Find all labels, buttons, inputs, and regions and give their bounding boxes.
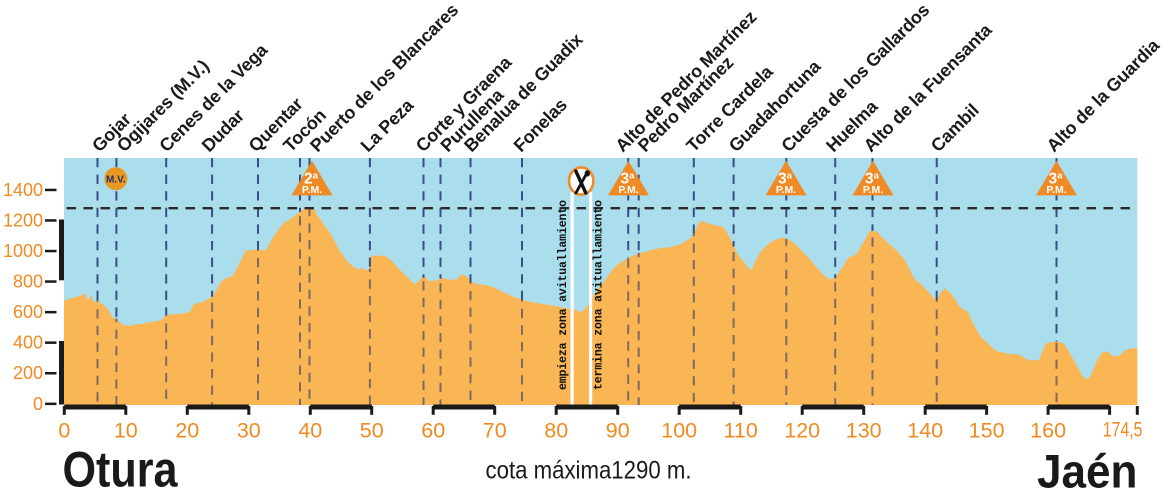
svg-text:1200: 1200 [3,211,43,231]
svg-text:1000: 1000 [3,241,43,261]
svg-text:80: 80 [544,419,568,443]
svg-text:1400: 1400 [3,180,43,200]
svg-text:140: 140 [907,419,943,443]
svg-text:120: 120 [784,419,820,443]
svg-text:0: 0 [58,419,70,443]
svg-text:100: 100 [661,419,697,443]
svg-text:10: 10 [114,419,138,443]
svg-text:termina zona avituallamiento: termina zona avituallamiento [593,200,606,390]
svg-text:150: 150 [969,419,1005,443]
svg-text:174,5: 174,5 [1103,418,1143,442]
svg-text:0: 0 [33,394,43,414]
svg-text:30: 30 [237,419,261,443]
svg-text:60: 60 [421,419,445,443]
svg-text:90: 90 [606,419,630,443]
svg-text:40: 40 [298,419,322,443]
svg-text:600: 600 [13,302,43,322]
svg-text:50: 50 [360,419,384,443]
svg-text:Alto de la Guardia: Alto de la Guardia [1043,34,1164,155]
svg-text:P.M.: P.M. [302,184,322,196]
svg-text:cota máxima1290 m.: cota máxima1290 m. [486,457,692,485]
svg-text:110: 110 [724,419,758,443]
svg-text:empieza zona avituallamiento: empieza zona avituallamiento [557,200,570,390]
svg-text:800: 800 [13,272,43,292]
svg-text:Cambil: Cambil [927,100,983,156]
svg-text:M.V.: M.V. [106,175,126,186]
svg-text:P.M.: P.M. [776,184,796,196]
svg-text:P.M.: P.M. [863,184,883,196]
svg-text:200: 200 [13,363,43,383]
svg-text:Otura: Otura [63,441,179,492]
svg-text:160: 160 [1030,419,1066,443]
svg-text:Jaén: Jaén [1037,445,1138,492]
svg-text:P.M.: P.M. [618,184,638,196]
svg-text:70: 70 [483,419,507,443]
svg-text:130: 130 [846,419,882,443]
svg-text:P.M.: P.M. [1046,184,1066,196]
svg-text:20: 20 [175,419,199,443]
svg-text:400: 400 [13,333,43,353]
